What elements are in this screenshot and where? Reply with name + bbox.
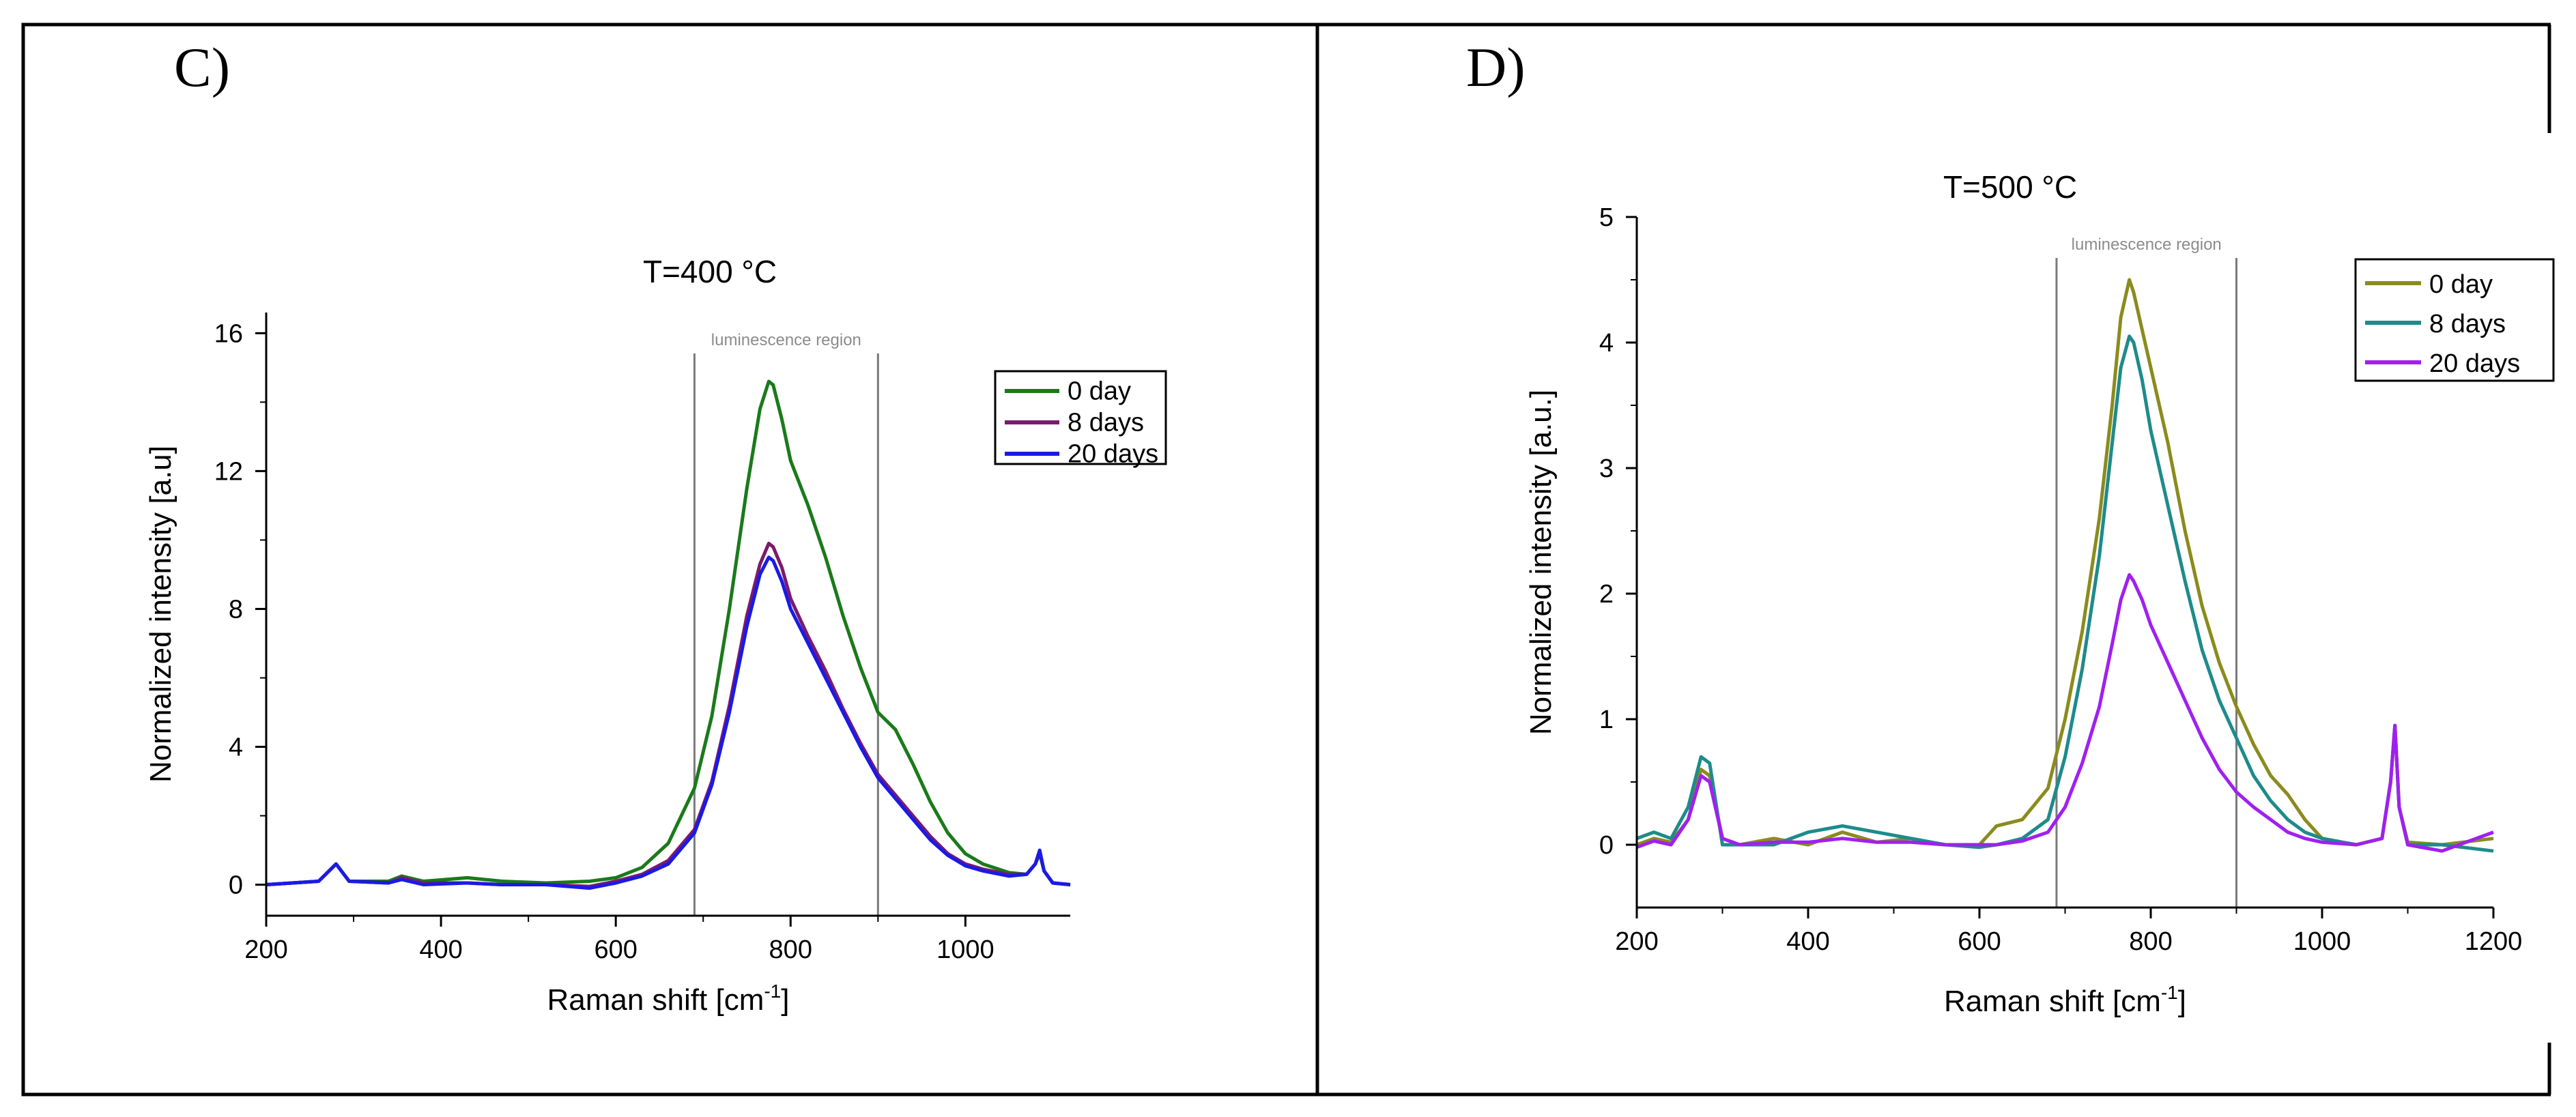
- p1-legend-label-1: 8 days: [2429, 310, 2506, 338]
- chart-500c: luminescence region 0 1 2 3 4 5 200 400 600 800 100…: [1524, 169, 2555, 1018]
- panel-d-letter: D): [1466, 36, 1526, 98]
- p1-series-line-1: [1636, 334, 2494, 853]
- chart-400c: luminescence region 0 4 8 12 16 200 400 600 800 10…: [144, 254, 1167, 1017]
- p0-y-axis-label: Normalized intensity [a.u]: [144, 446, 177, 783]
- p0-x-tick-label-3: 800: [769, 935, 812, 964]
- p0-series-line-0: [266, 379, 1071, 886]
- p1-x-axis-label: Raman shift [cm-1]: [1944, 982, 2186, 1018]
- p0-x-tick-label-0: 200: [244, 935, 287, 964]
- p0-y-tick-label-4: 16: [214, 319, 243, 348]
- p1-series-line-2: [1636, 572, 2494, 853]
- p0-x-axis-label: Raman shift [cm-1]: [547, 981, 789, 1017]
- p0-x-tick-label-4: 1000: [936, 935, 994, 964]
- p1-x-tick-label-2: 600: [1958, 927, 2001, 956]
- p0-y-tick-label-1: 4: [229, 733, 243, 761]
- p0-series-line-2: [266, 555, 1071, 890]
- p1-legend-label-0: 0 day: [2429, 270, 2493, 299]
- p0-legend-label-0: 0 day: [1068, 377, 1131, 406]
- p1-legend-label-2: 20 days: [2429, 349, 2520, 378]
- p0-y-tick-label-3: 12: [214, 457, 243, 486]
- p0-y-tick-label-0: 0: [229, 871, 243, 900]
- p1-region-label: luminescence region: [2072, 235, 2222, 254]
- p1-x-tick-label-3: 800: [2129, 927, 2172, 956]
- p1-y-tick-label-1: 1: [1599, 706, 1614, 734]
- p0-x-tick-label-1: 400: [419, 935, 462, 964]
- p1-x-tick-label-5: 1200: [2465, 927, 2523, 956]
- p1-y-tick-label-2: 2: [1599, 580, 1614, 609]
- p1-y-tick-label-5: 5: [1599, 203, 1614, 232]
- p1-chart-title: T=500 °C: [1943, 169, 2077, 205]
- p0-legend-label-1: 8 days: [1068, 409, 1144, 437]
- p1-x-tick-label-4: 1000: [2293, 927, 2351, 956]
- p1-y-tick-label-4: 4: [1599, 329, 1614, 358]
- p0-legend-label-2: 20 days: [1068, 440, 1158, 469]
- panel-c-border: [21, 23, 1319, 1097]
- p0-legend-box: [994, 370, 1167, 465]
- p1-y-tick-label-3: 3: [1599, 454, 1614, 483]
- p0-x-tick-label-2: 600: [594, 935, 637, 964]
- p1-x-tick-label-0: 200: [1615, 927, 1658, 956]
- p0-region-label: luminescence region: [711, 331, 861, 349]
- p1-y-tick-label-0: 0: [1599, 831, 1614, 860]
- p0-chart-title: T=400 °C: [643, 254, 777, 289]
- p0-y-tick-label-2: 8: [229, 595, 243, 624]
- p1-x-tick-label-1: 400: [1786, 927, 1829, 956]
- p1-y-axis-label: Normalized intensity [a.u.]: [1524, 390, 1558, 735]
- panel-c-letter: C): [174, 36, 230, 98]
